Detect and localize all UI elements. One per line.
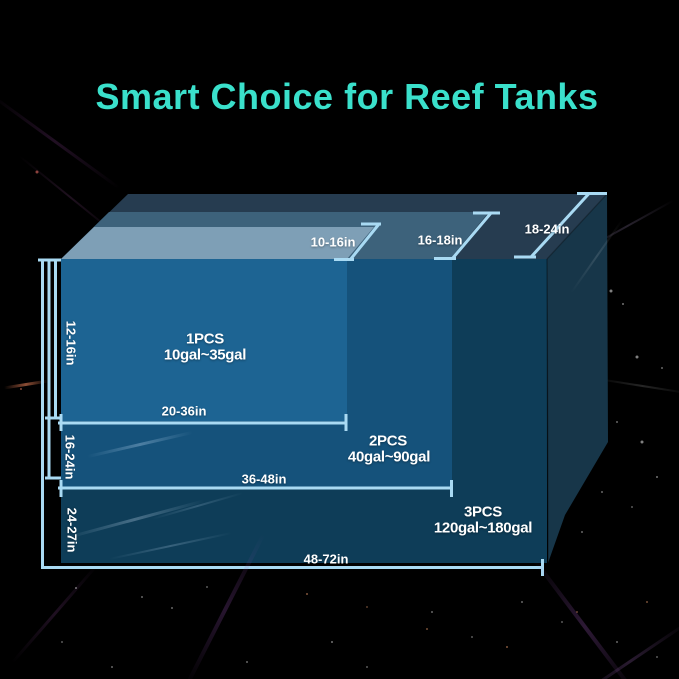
tank3-capacity-label: 120gal~180gal [433,519,533,537]
tank2-height-label: 16-24in [62,434,78,480]
depth-marker-tank2-diagonal [450,212,493,260]
tank3-side-face [547,194,608,563]
tank2-width-label: 36-48in [241,471,287,487]
tank2-capacity-label: 40gal~90gal [347,448,431,466]
depth-marker-tank1-diagonal [348,223,381,261]
tank2-depth-label: 16-18in [417,232,463,248]
top-side-edge [546,193,608,260]
tank3-width-label: 48-72in [303,551,349,567]
dimension-lines [38,192,607,576]
tank1-height-label: 12-16in [63,320,79,366]
page-title: Smart Choice for Reef Tanks [95,76,599,117]
front-side-edge [546,258,549,564]
tank1-capacity-label: 10gal~35gal [163,346,247,364]
tank3-height-label: 24-27in [64,507,80,553]
tank1-front-face [61,259,347,421]
tank3-pcs-label: 3PCS [464,503,502,521]
depth-marker-tank3-diagonal [529,192,591,259]
tank3-depth-label: 18-24in [524,221,570,237]
tank1-depth-label: 10-16in [310,234,356,250]
tank2-pcs-label: 2PCS [369,432,407,450]
tank1-pcs-label: 1PCS [186,330,224,348]
tank1-top-face [61,227,374,259]
tank1-width-label: 20-36in [161,403,207,419]
